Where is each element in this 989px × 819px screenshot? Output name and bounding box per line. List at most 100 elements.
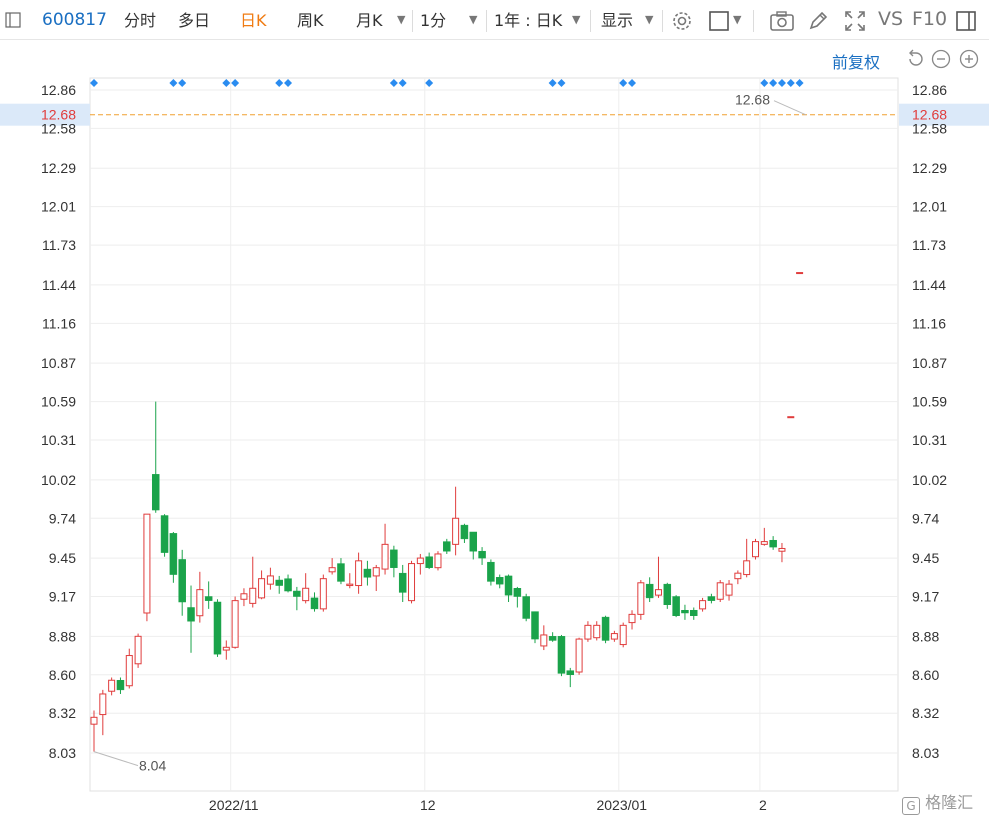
- adjust-mode-button[interactable]: 前复权: [832, 53, 881, 72]
- tab-intraday[interactable]: 分时: [124, 11, 157, 30]
- y-tick-label-right: 11.73: [912, 237, 946, 253]
- tab-1-minute[interactable]: 1分: [420, 11, 447, 30]
- candle-body: [151, 474, 160, 511]
- candle-body: [213, 601, 222, 655]
- checkbox-chevron-down-icon[interactable]: ▼: [733, 13, 742, 26]
- toolbar-divider: [486, 10, 487, 32]
- candle-up: [452, 486, 460, 556]
- candle-body: [390, 549, 398, 568]
- candle-body: [240, 593, 248, 600]
- tab-weekly-k[interactable]: 周K: [297, 11, 324, 30]
- event-marker-diamond-icon: [231, 79, 240, 87]
- candle-body: [778, 547, 786, 552]
- reset-undo-icon[interactable]: [904, 48, 926, 74]
- candle-body: [637, 582, 645, 615]
- y-tick-label-left: 11.44: [42, 277, 76, 293]
- candle-down: [293, 586, 301, 611]
- candle-body: [707, 596, 716, 601]
- y-tick-label-left: 8.03: [49, 745, 76, 761]
- candle-up: [752, 538, 759, 560]
- candles: [90, 272, 804, 752]
- tab-multi-day[interactable]: 多日: [178, 11, 211, 30]
- chart-annotations: 12.68 12.68 12.68 8.04: [0, 92, 989, 774]
- y-tick-label-left: 9.45: [49, 550, 76, 566]
- event-marker-diamond-icon: [769, 79, 778, 87]
- event-marker-diamond-icon: [786, 79, 795, 87]
- candle-up: [258, 570, 266, 600]
- candle-up: [134, 633, 142, 668]
- sidebar-panel-icon[interactable]: [956, 11, 976, 35]
- candle-up: [222, 640, 230, 660]
- candle-up: [716, 580, 724, 603]
- candle-up: [540, 625, 548, 651]
- event-marker-diamond-icon: [284, 79, 293, 87]
- event-marker-diamond-icon: [178, 79, 187, 87]
- fullscreen-icon[interactable]: [843, 9, 867, 37]
- candle-body: [222, 646, 230, 651]
- candle-body: [196, 589, 204, 617]
- vs-compare-button[interactable]: VS: [878, 8, 904, 30]
- candle-down: [707, 593, 716, 604]
- zoom-in-icon[interactable]: [958, 48, 980, 74]
- candle-up: [593, 621, 601, 641]
- y-tick-label-left: 8.32: [49, 705, 76, 721]
- candle-body: [452, 517, 460, 545]
- candle-down: [645, 577, 654, 603]
- checkbox-square-icon[interactable]: [708, 10, 730, 36]
- candle-body: [663, 583, 672, 606]
- candle-up: [778, 542, 786, 563]
- candle-up: [734, 570, 742, 585]
- display-menu[interactable]: 显示: [601, 11, 634, 30]
- tab-daily-k[interactable]: 日K: [240, 11, 267, 30]
- draw-pencil-icon[interactable]: [806, 9, 830, 37]
- camera-icon[interactable]: [769, 9, 795, 37]
- candle-up: [584, 621, 592, 642]
- range-period-select[interactable]: 1年 : 日K: [494, 11, 563, 30]
- y-tick-label-left: 11.73: [42, 237, 76, 253]
- y-tick-label-right: 9.45: [912, 550, 939, 566]
- candle-up: [628, 610, 636, 630]
- candle-body: [672, 596, 680, 616]
- candle-down: [204, 581, 213, 609]
- candle-body: [398, 572, 407, 593]
- candle-body: [204, 596, 213, 601]
- candle-down: [178, 549, 186, 616]
- candle-up: [346, 573, 354, 589]
- tab-monthly-k[interactable]: 月K: [356, 11, 383, 30]
- candle-body: [125, 655, 133, 687]
- candle-up: [240, 588, 248, 607]
- y-tick-label-right: 9.74: [912, 510, 939, 526]
- event-marker-diamond-icon: [777, 79, 786, 87]
- candle-body: [425, 556, 433, 568]
- candle-up: [319, 574, 327, 612]
- event-marker-diamond-icon: [398, 79, 407, 87]
- candle-body: [725, 583, 733, 596]
- y-tick-label-left: 9.17: [49, 589, 76, 605]
- candle-body: [293, 590, 301, 597]
- candle-down: [601, 615, 610, 644]
- y-tick-label-left: 12.58: [41, 120, 76, 136]
- candle-down: [690, 607, 698, 620]
- range-chevron-down-icon[interactable]: ▼: [572, 13, 581, 26]
- candle-up: [99, 689, 107, 736]
- candle-body: [769, 539, 777, 548]
- plot-frame: [89, 77, 899, 792]
- candle-up: [434, 551, 442, 571]
- monthly-chevron-down-icon[interactable]: ▼: [397, 13, 406, 26]
- candle-body: [487, 561, 495, 582]
- x-tick-label: 12: [420, 797, 436, 813]
- candle-up: [381, 523, 389, 575]
- y-tick-label-left: 12.86: [41, 82, 76, 98]
- settings-gear-icon[interactable]: [670, 9, 694, 37]
- minute-chevron-down-icon[interactable]: ▼: [469, 13, 478, 26]
- panel-toggle-icon[interactable]: [5, 12, 21, 32]
- display-chevron-down-icon[interactable]: ▼: [645, 13, 654, 26]
- candle-up: [760, 527, 768, 546]
- zoom-out-icon[interactable]: [930, 48, 952, 74]
- candle-body: [716, 582, 724, 600]
- candle-down: [169, 532, 178, 583]
- y-tick-label-right: 10.59: [912, 394, 947, 410]
- stock-code[interactable]: 600817: [42, 10, 107, 30]
- f10-button[interactable]: F10: [912, 8, 948, 30]
